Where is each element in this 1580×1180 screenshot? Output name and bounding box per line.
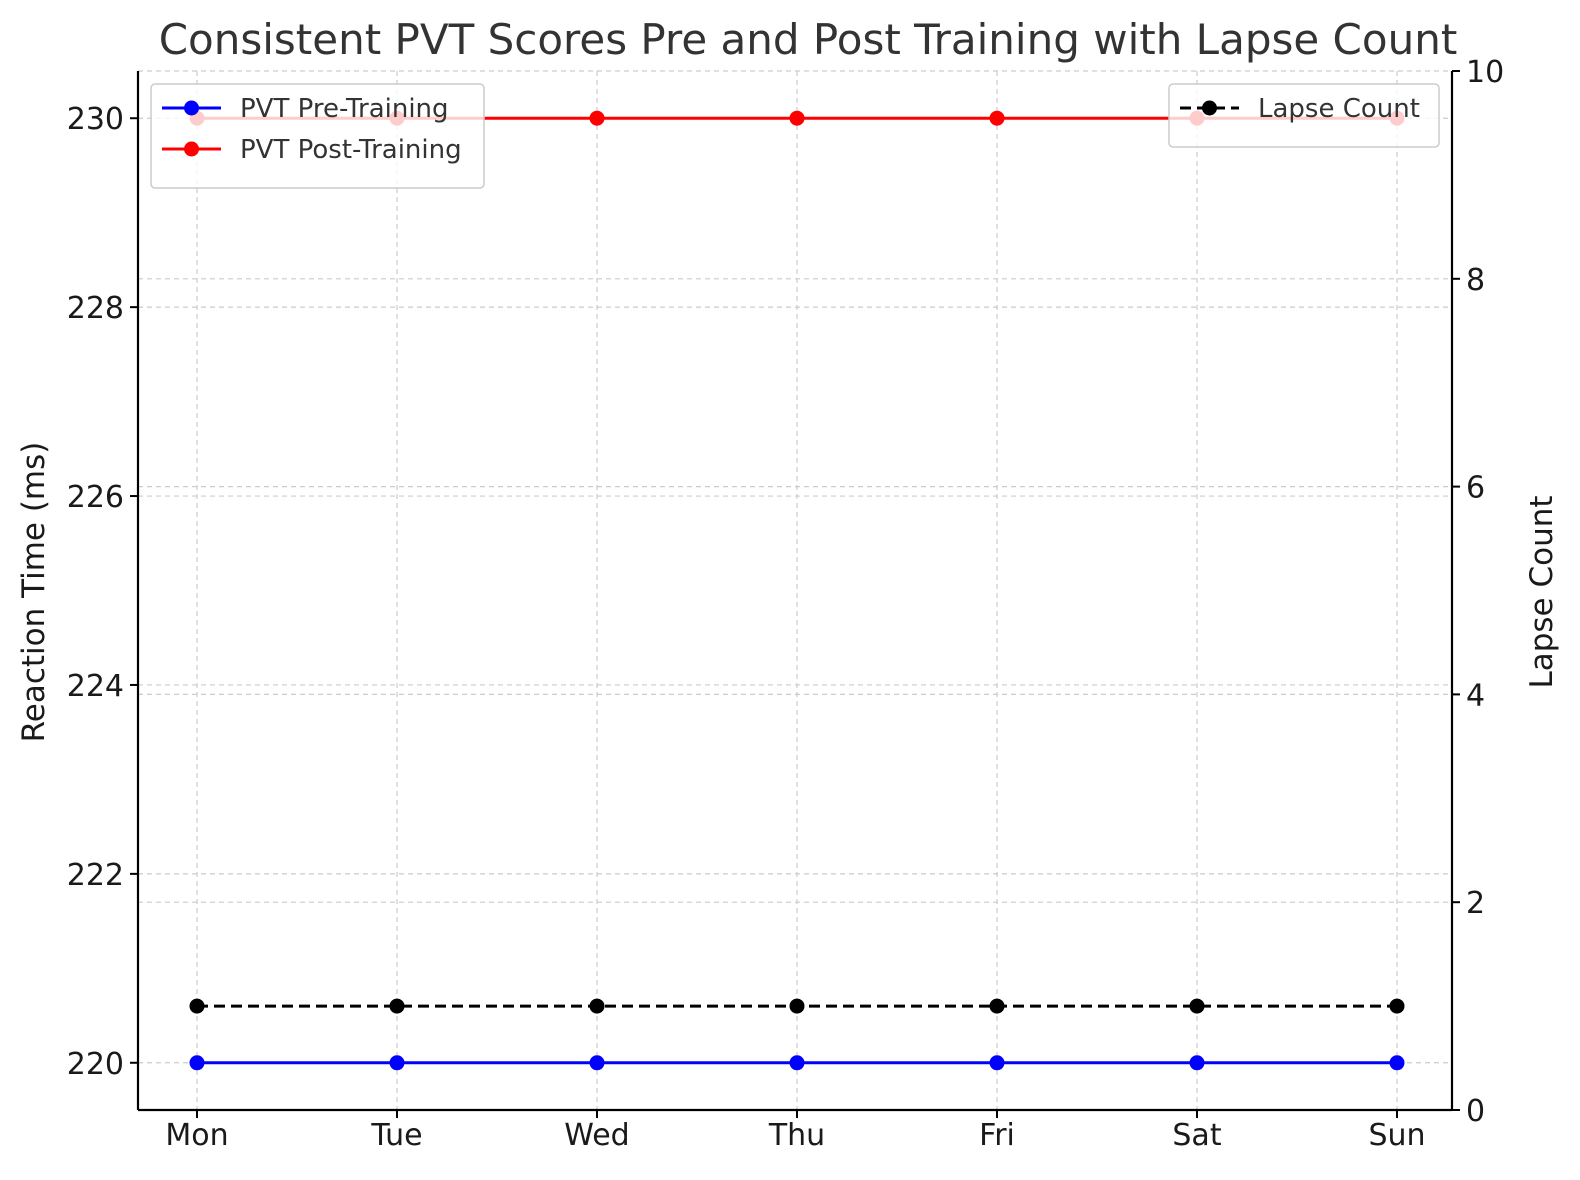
data-point (1389, 998, 1405, 1014)
legend-box (150, 83, 485, 189)
data-point (1189, 1055, 1205, 1071)
x-tick-label: Mon (165, 1118, 228, 1153)
y-tick-label: 220 (67, 1047, 124, 1082)
data-point (789, 998, 805, 1014)
data-point (589, 998, 605, 1014)
data-point (389, 1055, 405, 1071)
y2-tick-label: 6 (1466, 471, 1485, 506)
legend-label: PVT Post-Training (240, 135, 462, 165)
legend-swatch-marker (184, 100, 199, 116)
data-point (989, 1055, 1005, 1071)
y2-axis-title: Lapse Count (1524, 495, 1560, 688)
x-tick-label: Sat (1172, 1118, 1221, 1153)
data-point (589, 110, 605, 126)
y-tick-label: 228 (67, 291, 124, 326)
data-point (989, 998, 1005, 1014)
data-point (1189, 998, 1205, 1014)
data-point (189, 998, 205, 1014)
y-axis-title: Reaction Time (ms) (16, 442, 52, 743)
data-point (189, 1055, 205, 1071)
grid-layer (138, 70, 1452, 1111)
legend-label: Lapse Count (1258, 94, 1420, 124)
x-tick-label: Thu (768, 1118, 825, 1153)
data-point (989, 110, 1005, 126)
data-point (789, 110, 805, 126)
legend-swatch-marker (184, 141, 199, 157)
x-tick-label: Tue (370, 1118, 422, 1153)
data-point (1389, 1055, 1405, 1071)
y2-tick-label: 10 (1466, 55, 1504, 90)
y2-tick-label: 4 (1466, 678, 1485, 713)
legend-swatch-marker (1202, 100, 1217, 116)
data-point (789, 1055, 805, 1071)
legend-box (1168, 83, 1440, 148)
y-tick-label: 226 (67, 480, 124, 515)
legend-layer: PVT Pre-Training PVT Post-Training Lapse C… (150, 83, 1440, 189)
legend-label: PVT Pre-Training (240, 94, 449, 124)
y2-tick-label: 2 (1466, 886, 1485, 921)
chart-title: Consistent PVT Scores Pre and Post Train… (159, 15, 1458, 64)
data-point (589, 1055, 605, 1071)
data-point (389, 998, 405, 1014)
y-tick-label: 224 (67, 669, 124, 704)
x-tick-label: Sun (1368, 1118, 1425, 1153)
y-tick-label: 230 (67, 102, 124, 137)
y2-tick-label: 0 (1466, 1094, 1485, 1129)
x-tick-label: Wed (564, 1118, 629, 1153)
y2-tick-label: 8 (1466, 263, 1485, 298)
y-tick-label: 222 (67, 858, 124, 893)
axes-layer: Mon Tue Wed Thu Fri Sat Sun 220 222 224 226 228 230 0… (67, 55, 1504, 1153)
x-tick-label: Fri (979, 1118, 1015, 1153)
